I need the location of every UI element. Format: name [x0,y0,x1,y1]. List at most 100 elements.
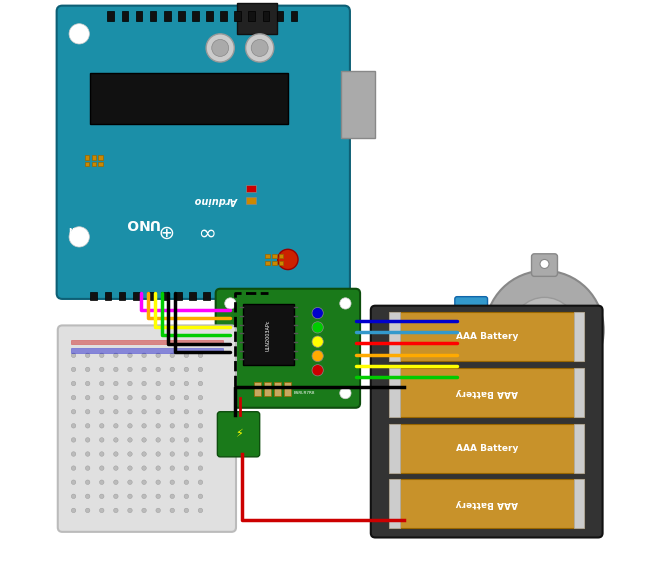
FancyBboxPatch shape [57,6,350,299]
FancyBboxPatch shape [217,412,260,457]
Circle shape [312,365,323,376]
Circle shape [198,381,202,386]
Bar [147,292,154,300]
Bar [99,155,103,160]
Circle shape [224,298,236,309]
Bar [206,11,213,21]
Circle shape [142,480,147,484]
Bar [175,292,182,300]
Bar [246,292,252,300]
Circle shape [114,508,118,513]
Circle shape [184,381,188,386]
FancyBboxPatch shape [531,384,557,406]
Bar [164,11,170,21]
Bar [390,479,400,528]
Circle shape [198,353,202,358]
Circle shape [340,298,351,309]
Circle shape [156,452,161,456]
Circle shape [99,353,104,358]
Circle shape [156,395,161,400]
Circle shape [142,424,147,428]
Text: ON: ON [68,226,79,231]
Circle shape [198,424,202,428]
Circle shape [540,391,549,400]
Bar [274,292,280,300]
Circle shape [71,452,76,456]
Circle shape [198,452,202,456]
Circle shape [69,227,89,247]
Bar [390,368,584,417]
Bar [71,340,223,344]
Circle shape [184,438,188,442]
Circle shape [99,466,104,470]
Bar [133,292,140,300]
Circle shape [184,480,188,484]
Circle shape [114,395,118,400]
Circle shape [114,367,118,372]
Circle shape [184,367,188,372]
Bar [390,368,400,417]
Circle shape [156,438,161,442]
Bar [237,3,276,34]
Bar [260,292,266,300]
Bar [203,292,210,300]
Text: BSRLR7R8: BSRLR7R8 [294,391,315,395]
Bar [91,73,288,124]
Circle shape [71,508,76,513]
Circle shape [99,409,104,414]
Circle shape [128,409,133,414]
Circle shape [85,424,90,428]
Circle shape [114,424,118,428]
Circle shape [224,387,236,399]
Circle shape [184,508,188,513]
Circle shape [142,508,147,513]
Circle shape [512,297,577,363]
Circle shape [170,395,174,400]
Circle shape [99,480,104,484]
Bar [574,368,584,417]
Bar [107,11,114,21]
Bar [119,292,125,300]
Circle shape [114,409,118,414]
Bar [390,479,584,528]
Circle shape [128,381,133,386]
Bar [189,292,196,300]
Circle shape [128,480,133,484]
Bar [390,312,400,362]
Circle shape [85,466,90,470]
Circle shape [156,508,161,513]
Circle shape [170,466,174,470]
Circle shape [198,480,202,484]
Circle shape [486,271,603,389]
Bar [276,11,283,21]
Bar [105,292,111,300]
Bar [246,197,256,204]
Circle shape [142,438,147,442]
Text: AAA Battery: AAA Battery [456,500,518,509]
Circle shape [156,409,161,414]
Bar [232,292,238,300]
Circle shape [69,24,89,44]
Bar [150,11,157,21]
Bar [262,11,269,21]
Circle shape [198,508,202,513]
Bar [279,261,283,265]
Circle shape [99,494,104,499]
Circle shape [156,353,161,358]
Circle shape [99,395,104,400]
Circle shape [85,494,90,499]
Bar [234,11,241,21]
Text: ∞: ∞ [194,221,212,241]
FancyBboxPatch shape [216,289,360,408]
Bar [390,424,400,473]
Circle shape [540,259,549,268]
Bar [243,305,294,365]
Bar [390,424,584,473]
Bar [274,382,281,396]
Circle shape [128,353,133,358]
Circle shape [71,480,76,484]
Circle shape [170,452,174,456]
Bar [178,11,184,21]
Text: AAA Battery: AAA Battery [456,388,518,397]
Circle shape [156,367,161,372]
